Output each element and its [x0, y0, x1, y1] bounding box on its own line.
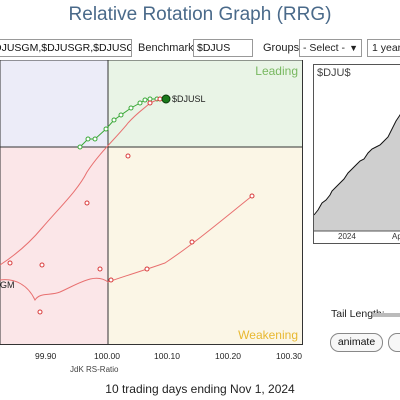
- leading-label: Leading: [255, 64, 298, 78]
- red-tail-points-upper: [7, 96, 163, 268]
- groups-select[interactable]: - Select - ▼: [299, 39, 362, 57]
- red-tail-points-lower: [37, 193, 255, 315]
- red-point: [189, 239, 195, 245]
- djusl-head-point[interactable]: [161, 94, 171, 104]
- mini-chart-line: [314, 113, 400, 216]
- groups-label: Groups:: [263, 42, 303, 54]
- red-point: [37, 309, 43, 315]
- footer-caption: 10 trading days ending Nov 1, 2024: [105, 382, 295, 396]
- mini-x-tick: 2024: [338, 232, 356, 241]
- rrg-chart[interactable]: Leading Weakening: [0, 60, 303, 345]
- djusl-label: $DJUSL: [172, 94, 206, 104]
- period-select[interactable]: 1 year: [367, 39, 400, 57]
- lagging-quadrant: [0, 147, 108, 345]
- benchmark-mini-chart: $DJU$: [313, 64, 400, 244]
- red-point: [249, 193, 255, 199]
- x-tick: 100.10: [154, 351, 180, 361]
- weakening-label: Weakening: [238, 328, 298, 342]
- green-point: [103, 126, 109, 132]
- gm-label: GM: [0, 280, 15, 290]
- red-tail-line-lower: [0, 195, 253, 302]
- mini-chart-svg: [314, 113, 400, 232]
- x-tick: 100.20: [215, 351, 241, 361]
- mini-chart-title: $DJU$: [317, 67, 351, 79]
- next-button[interactable]: [388, 333, 400, 352]
- green-point: [77, 144, 83, 150]
- x-tick: 99.90: [35, 351, 57, 361]
- symbols-input[interactable]: DJUSGM,$DJUSGR,$DJUSGS: [0, 39, 132, 57]
- toolbar: DJUSGM,$DJUSGR,$DJUSGS Benchmark: $DJUS …: [0, 39, 400, 59]
- improving-quadrant: [0, 60, 108, 147]
- x-tick: 100.30: [276, 351, 302, 361]
- groups-select-value: - Select -: [303, 42, 346, 54]
- red-point: [7, 260, 13, 266]
- tail-length-label: Tail Length:: [331, 308, 385, 320]
- green-point: [92, 136, 98, 142]
- red-point: [97, 266, 103, 272]
- green-point: [137, 100, 143, 106]
- green-point: [147, 96, 153, 102]
- tail-length-slider[interactable]: [372, 313, 400, 317]
- green-point: [85, 136, 91, 142]
- green-point: [111, 117, 117, 123]
- red-point: [84, 200, 90, 206]
- red-point: [125, 153, 131, 159]
- green-point: [142, 97, 148, 103]
- benchmark-input[interactable]: $DJUS: [193, 39, 253, 57]
- red-point: [108, 277, 114, 283]
- mini-chart-area: [314, 115, 400, 231]
- page-title: Relative Rotation Graph (RRG): [68, 4, 332, 25]
- red-point: [144, 266, 150, 272]
- red-point: [157, 96, 163, 102]
- green-point: [118, 112, 124, 118]
- x-tick: 100.00: [94, 351, 120, 361]
- weakening-quadrant: [108, 147, 303, 345]
- x-axis-title: JdK RS-Ratio: [70, 365, 119, 374]
- benchmark-label: Benchmark:: [138, 42, 197, 54]
- chevron-down-icon: ▼: [349, 43, 358, 53]
- red-point: [147, 100, 153, 106]
- red-point: [39, 262, 45, 268]
- animate-button[interactable]: animate: [330, 333, 383, 352]
- mini-x-tick: Ap: [392, 232, 400, 241]
- green-point: [128, 105, 134, 111]
